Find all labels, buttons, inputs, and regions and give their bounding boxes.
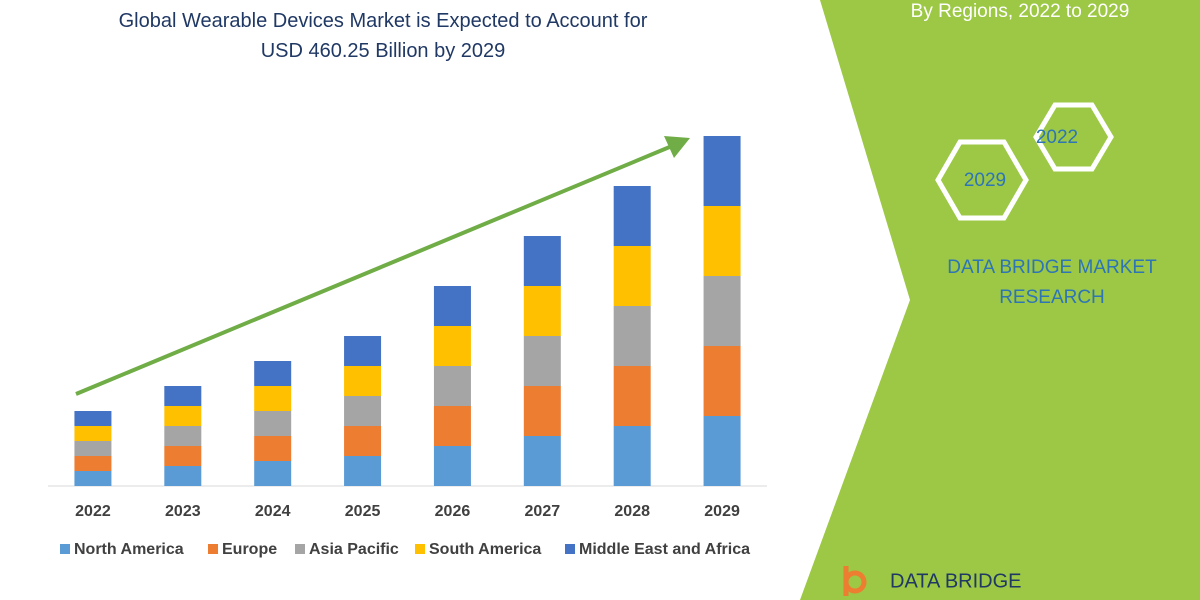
bar-segment: [164, 466, 202, 486]
panel-heading: By Regions, 2022 to 2029: [911, 1, 1130, 22]
bar-segment: [254, 411, 292, 436]
bar-segment: [254, 436, 292, 461]
bar-segment: [74, 456, 112, 471]
x-tick-label: 2027: [525, 503, 561, 520]
legend-label: Europe: [222, 541, 277, 558]
bar-segment: [523, 286, 561, 336]
logo-text: DATA BRIDGE: [890, 570, 1022, 592]
x-tick-label: 2025: [345, 503, 381, 520]
bar-segment: [613, 306, 651, 366]
bar-segment: [344, 396, 382, 426]
legend-swatch: [208, 544, 218, 554]
bar-segment: [433, 406, 471, 446]
hexagon-label: 2029: [964, 170, 1006, 191]
x-tick-label: 2022: [75, 503, 111, 520]
hexagon: [1033, 102, 1114, 172]
bar-segment: [433, 446, 471, 486]
legend-swatch: [295, 544, 305, 554]
bar-segment: [344, 366, 382, 396]
chart-title: Global Wearable Devices Market is Expect…: [118, 10, 648, 62]
bar-segment: [164, 446, 202, 466]
bar-segment: [254, 461, 292, 486]
bar-segment: [74, 441, 112, 456]
side-panel: [800, 0, 1200, 600]
bar-segment: [703, 416, 741, 486]
trend-arrow: [75, 144, 673, 396]
bar-segment: [344, 426, 382, 456]
x-tick-label: 2023: [165, 503, 201, 520]
bar-segment: [703, 276, 741, 346]
bar-segment: [433, 326, 471, 366]
bar-segment: [164, 386, 202, 406]
x-tick-label: 2028: [614, 503, 650, 520]
legend-label: Asia Pacific: [309, 541, 399, 558]
bar-segment: [523, 386, 561, 436]
legend-swatch: [415, 544, 425, 554]
bar-segment: [613, 186, 651, 246]
logo-icon: [843, 566, 867, 596]
hexagon-label: 2022: [1036, 127, 1078, 148]
bar-segment: [433, 366, 471, 406]
legend-label: North America: [74, 541, 184, 558]
bar-segment: [74, 411, 112, 426]
bar-segment: [164, 426, 202, 446]
hexagon: [935, 139, 1029, 221]
bar-segment: [344, 456, 382, 486]
bar-segment: [523, 236, 561, 286]
bar-segment: [523, 336, 561, 386]
bar-segment: [74, 426, 112, 441]
bar-segment: [74, 471, 112, 486]
bar-segment: [613, 426, 651, 486]
bar-segment: [613, 246, 651, 306]
bar-segment: [254, 386, 292, 411]
bar-segment: [254, 361, 292, 386]
legend-label: South America: [429, 541, 541, 558]
x-tick-label: 2026: [435, 503, 471, 520]
bar-segment: [703, 136, 741, 206]
arrow-head: [664, 136, 690, 158]
x-tick-label: 2024: [255, 503, 291, 520]
legend-label: Middle East and Africa: [579, 541, 750, 558]
bar-segment: [703, 346, 741, 416]
legend-swatch: [565, 544, 575, 554]
bar-segment: [344, 336, 382, 366]
bar-segment: [703, 206, 741, 276]
legend-swatch: [60, 544, 70, 554]
bar-segment: [613, 366, 651, 426]
bar-segment: [164, 406, 202, 426]
bar-segment: [433, 286, 471, 326]
brand: DATA BRIDGE MARKET RESEARCH: [947, 257, 1157, 308]
bar-segment: [523, 436, 561, 486]
x-tick-label: 2029: [704, 503, 740, 520]
